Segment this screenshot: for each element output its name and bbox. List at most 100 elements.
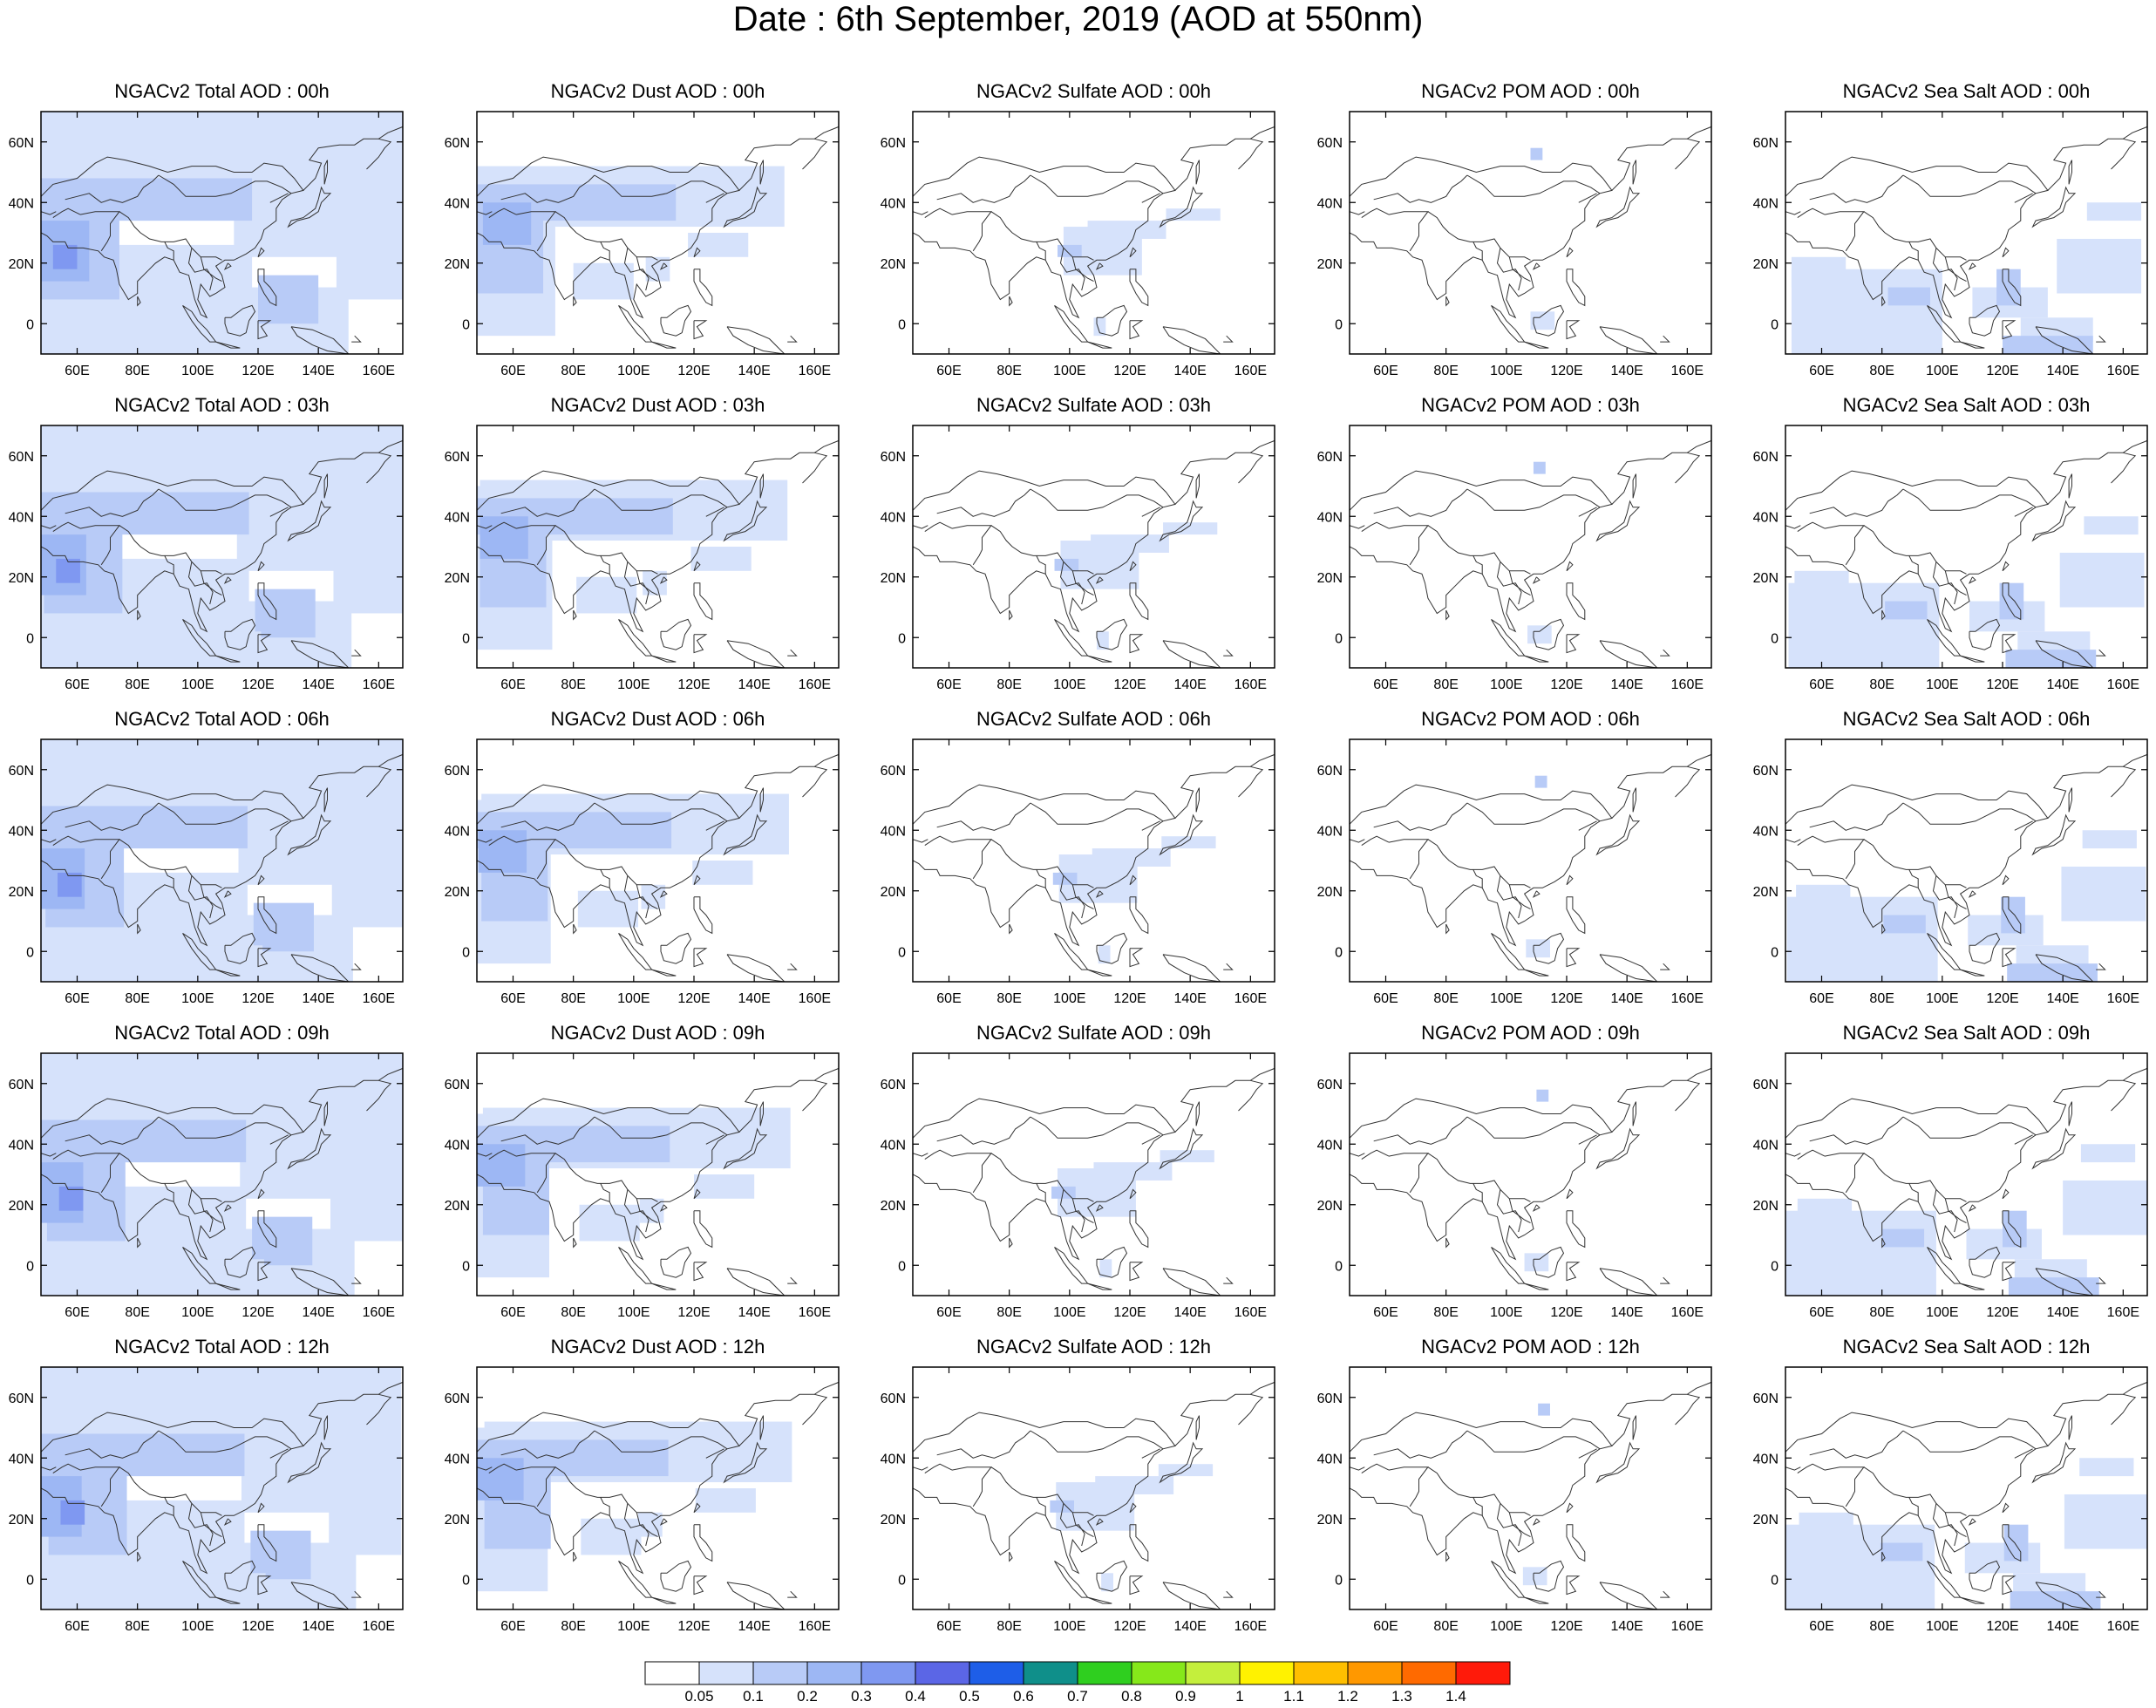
lat-tick-label: 20N (1317, 257, 1343, 272)
coastline (257, 1502, 265, 1514)
coastline (618, 1560, 653, 1598)
lat-tick-label: 40N (1753, 824, 1779, 839)
coastline (1095, 262, 1104, 270)
coastline (1599, 954, 1658, 982)
coastline (1174, 126, 1275, 191)
coastline (2035, 1268, 2094, 1296)
coastline (623, 1189, 650, 1233)
aod-shade (1087, 221, 1166, 239)
coastline (924, 1463, 953, 1474)
coastline (618, 932, 653, 970)
coastline (1660, 1590, 1670, 1598)
panel-title: NGACv2 POM AOD : 06h (1421, 708, 1640, 730)
coastline (802, 1079, 828, 1112)
coastline (787, 1590, 798, 1598)
coastline (1785, 525, 1801, 529)
coastline (705, 820, 724, 831)
coastline (137, 296, 141, 307)
coastline (990, 211, 1094, 261)
coastline (1785, 1153, 1801, 1157)
coastline (1129, 874, 1137, 886)
aod-shade (52, 244, 78, 269)
coastline (287, 1127, 332, 1170)
coastline (1533, 304, 1565, 337)
lat-tick-label: 0 (1771, 631, 1779, 646)
coastline (1566, 320, 1581, 340)
coastlines (477, 1067, 839, 1296)
lon-tick-label: 60E (936, 1305, 961, 1320)
coastline (1660, 649, 1670, 657)
aod-shade (2079, 1458, 2134, 1477)
lon-tick-label: 140E (1173, 991, 1206, 1006)
coastline (119, 1466, 222, 1516)
map-plot: 60E 80E 100E 120E 140E 160E 60N 40N 20N 0 (1753, 1366, 2148, 1634)
map-panel: NGACv2 Total AOD : 12h 60E 80E 100E 120E 140E… (9, 1336, 404, 1634)
coastline (1578, 1134, 1597, 1145)
coastline (182, 932, 217, 970)
coastline (1533, 1560, 1565, 1592)
lon-tick-label: 100E (617, 1619, 650, 1634)
coastline (1797, 1463, 1826, 1474)
map-plot: 60E 80E 100E 120E 140E 160E 60N 40N 20N 0 (445, 425, 840, 692)
lon-tick-label: 140E (2046, 991, 2078, 1006)
coastline (1902, 488, 2037, 511)
aod-shade (576, 576, 637, 614)
lon-tick-label: 60E (1809, 1619, 1833, 1634)
coastline (1036, 242, 1046, 261)
coastline (1159, 186, 1204, 228)
lat-tick-label: 40N (445, 510, 470, 525)
coastline (1059, 1503, 1085, 1547)
coastline (738, 126, 839, 191)
coastline (488, 1463, 517, 1474)
aod-shade (2063, 1180, 2147, 1235)
colorbar-box (860, 1661, 916, 1685)
lat-tick-label: 0 (26, 1259, 34, 1274)
coastline (1863, 1153, 1967, 1202)
coastline (705, 1134, 724, 1145)
coastline (1350, 1412, 1613, 1575)
aod-field (1530, 147, 1555, 330)
map-panel: NGACv2 POM AOD : 06h 60E 80E 100E 120E 140E 16… (1317, 708, 1712, 1006)
aod-field (1050, 1464, 1214, 1592)
coastline (1797, 835, 1826, 847)
coastline (1472, 242, 1483, 261)
map-plot: 60E 80E 100E 120E 140E 160E 60N 40N 20N 0 (9, 1052, 404, 1320)
coastline (693, 1210, 713, 1249)
lat-tick-label: 0 (462, 317, 470, 332)
coastline (600, 555, 610, 575)
coastline (660, 1246, 692, 1278)
coastline (1030, 488, 1164, 511)
lon-tick-label: 140E (738, 991, 770, 1006)
lat-tick-label: 40N (445, 1452, 470, 1466)
colorbar-box (1455, 1661, 1511, 1685)
coastline (137, 1237, 141, 1249)
coastline (2047, 1381, 2147, 1446)
coastline (1508, 256, 1531, 282)
coastline (1174, 753, 1275, 819)
coastline (1797, 208, 1826, 219)
aod-shade (1092, 848, 1171, 867)
lat-tick-label: 20N (1753, 1513, 1779, 1528)
lon-tick-label: 60E (936, 364, 961, 378)
coastline (488, 521, 517, 533)
coastline (1350, 1466, 1365, 1471)
coastline (1129, 269, 1149, 307)
colorbar-label: 1.3 (1391, 1688, 1412, 1705)
coastline (1660, 963, 1670, 970)
coastline (1361, 521, 1390, 533)
coastline (1141, 193, 1160, 203)
map-frame (476, 1052, 840, 1296)
coastline (2002, 1210, 2022, 1249)
coastline (79, 525, 120, 566)
lat-tick-label: 20N (881, 885, 906, 900)
coastline (1968, 890, 1976, 898)
panel-title: NGACv2 Sea Salt AOD : 09h (1842, 1022, 2091, 1044)
coastline (693, 634, 708, 654)
lat-tick-label: 60N (881, 450, 906, 465)
map-plot: 60E 80E 100E 120E 140E 160E 60N 40N 20N 0 (1753, 1052, 2148, 1320)
coastlines (41, 439, 403, 668)
coastline (1054, 1560, 1089, 1598)
colorbar-label: 0.3 (851, 1688, 872, 1705)
coastline (1361, 835, 1390, 847)
lon-tick-label: 120E (1550, 364, 1582, 378)
